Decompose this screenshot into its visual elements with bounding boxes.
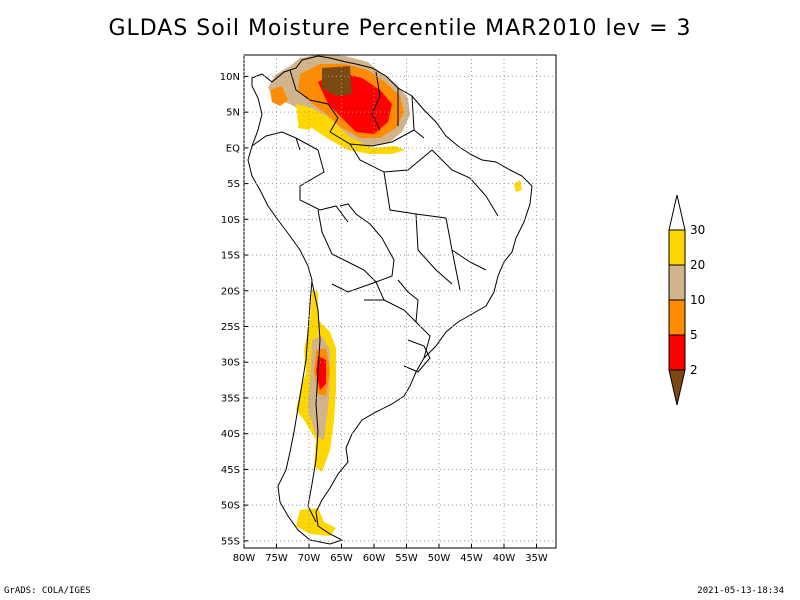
tick-label-lat: 5N: [226, 108, 240, 119]
legend-swatch: [668, 334, 686, 371]
coastline-layer: [247, 55, 533, 545]
gridlines: [243, 55, 556, 548]
tick-label-lat: EQ: [226, 143, 240, 154]
tick-label-lat: 20S: [221, 286, 240, 297]
border-uruguay: [403, 339, 431, 373]
border-paraguay: [375, 279, 419, 324]
axis-ticks: 80W 75W 70W 65W 60W 55W 50W 45W 40W 35W 10N 5N EQ 5S 1…: [220, 72, 548, 564]
tick-label-lat: 35S: [221, 393, 240, 404]
tick-label-lon: 65W: [330, 553, 353, 564]
footer-timestamp: 2021-05-13-18:34: [697, 586, 784, 596]
tick-label-lon: 75W: [265, 553, 288, 564]
tick-label-lat: 55S: [221, 536, 240, 547]
legend-label: 5: [690, 328, 698, 342]
tick-label-lat: 5S: [227, 179, 240, 190]
legend-swatch-highest: [668, 194, 686, 231]
border-brazil-north: [329, 129, 415, 147]
tick-label-lat: 40S: [221, 429, 240, 440]
tick-label-lon: 80W: [233, 553, 256, 564]
border-ecuador: [251, 131, 301, 151]
map-frame: [243, 54, 557, 549]
legend-swatch: [668, 229, 686, 266]
border-venezuela-guyana: [371, 71, 381, 131]
tick-label-lon: 40W: [493, 553, 516, 564]
tick-label-lon: 70W: [298, 553, 321, 564]
map-title: GLDAS Soil Moisture Percentile MAR2010 l…: [108, 16, 692, 41]
tick-label-lat: 30S: [221, 358, 240, 369]
border-bolivia: [317, 203, 395, 283]
brazil-states: [349, 143, 499, 291]
footer-credit: GrADS: COLA/IGES: [4, 586, 91, 596]
legend-label: 30: [690, 223, 705, 237]
legend-label: 10: [690, 293, 705, 307]
legend-swatch-lowest: [668, 369, 686, 406]
tick-label-lat: 50S: [221, 501, 240, 512]
tick-label-lat: 10S: [221, 215, 240, 226]
legend-label: 2: [690, 363, 698, 377]
shade-yellow-cerrado: [514, 180, 522, 192]
shading-layer: [268, 54, 522, 536]
shade-yellow-ecuador: [298, 112, 312, 130]
continent-outline: [247, 55, 533, 545]
tick-label-lat: 45S: [221, 465, 240, 476]
tick-label-lat: 25S: [221, 322, 240, 333]
tick-label-lon: 60W: [363, 553, 386, 564]
legend-swatch: [668, 299, 686, 336]
shade-brown-north: [322, 66, 352, 96]
legend-swatch: [668, 264, 686, 301]
tick-label-lat: 15S: [221, 251, 240, 262]
tick-label-lon: 55W: [395, 553, 418, 564]
shade-yellow-north: [296, 104, 405, 154]
border-colombia-venezuela: [289, 69, 339, 133]
border-peru-brazil: [295, 137, 349, 223]
tick-label-lat: 10N: [220, 72, 240, 83]
border-chile-argentina: [307, 281, 321, 523]
legend-label: 20: [690, 258, 705, 272]
shade-orange-colombia: [270, 86, 288, 106]
tick-label-lon: 45W: [460, 553, 483, 564]
tick-label-lon: 35W: [525, 553, 548, 564]
tick-label-lon: 50W: [428, 553, 451, 564]
color-legend: 2 5 10 20 30: [668, 194, 705, 406]
